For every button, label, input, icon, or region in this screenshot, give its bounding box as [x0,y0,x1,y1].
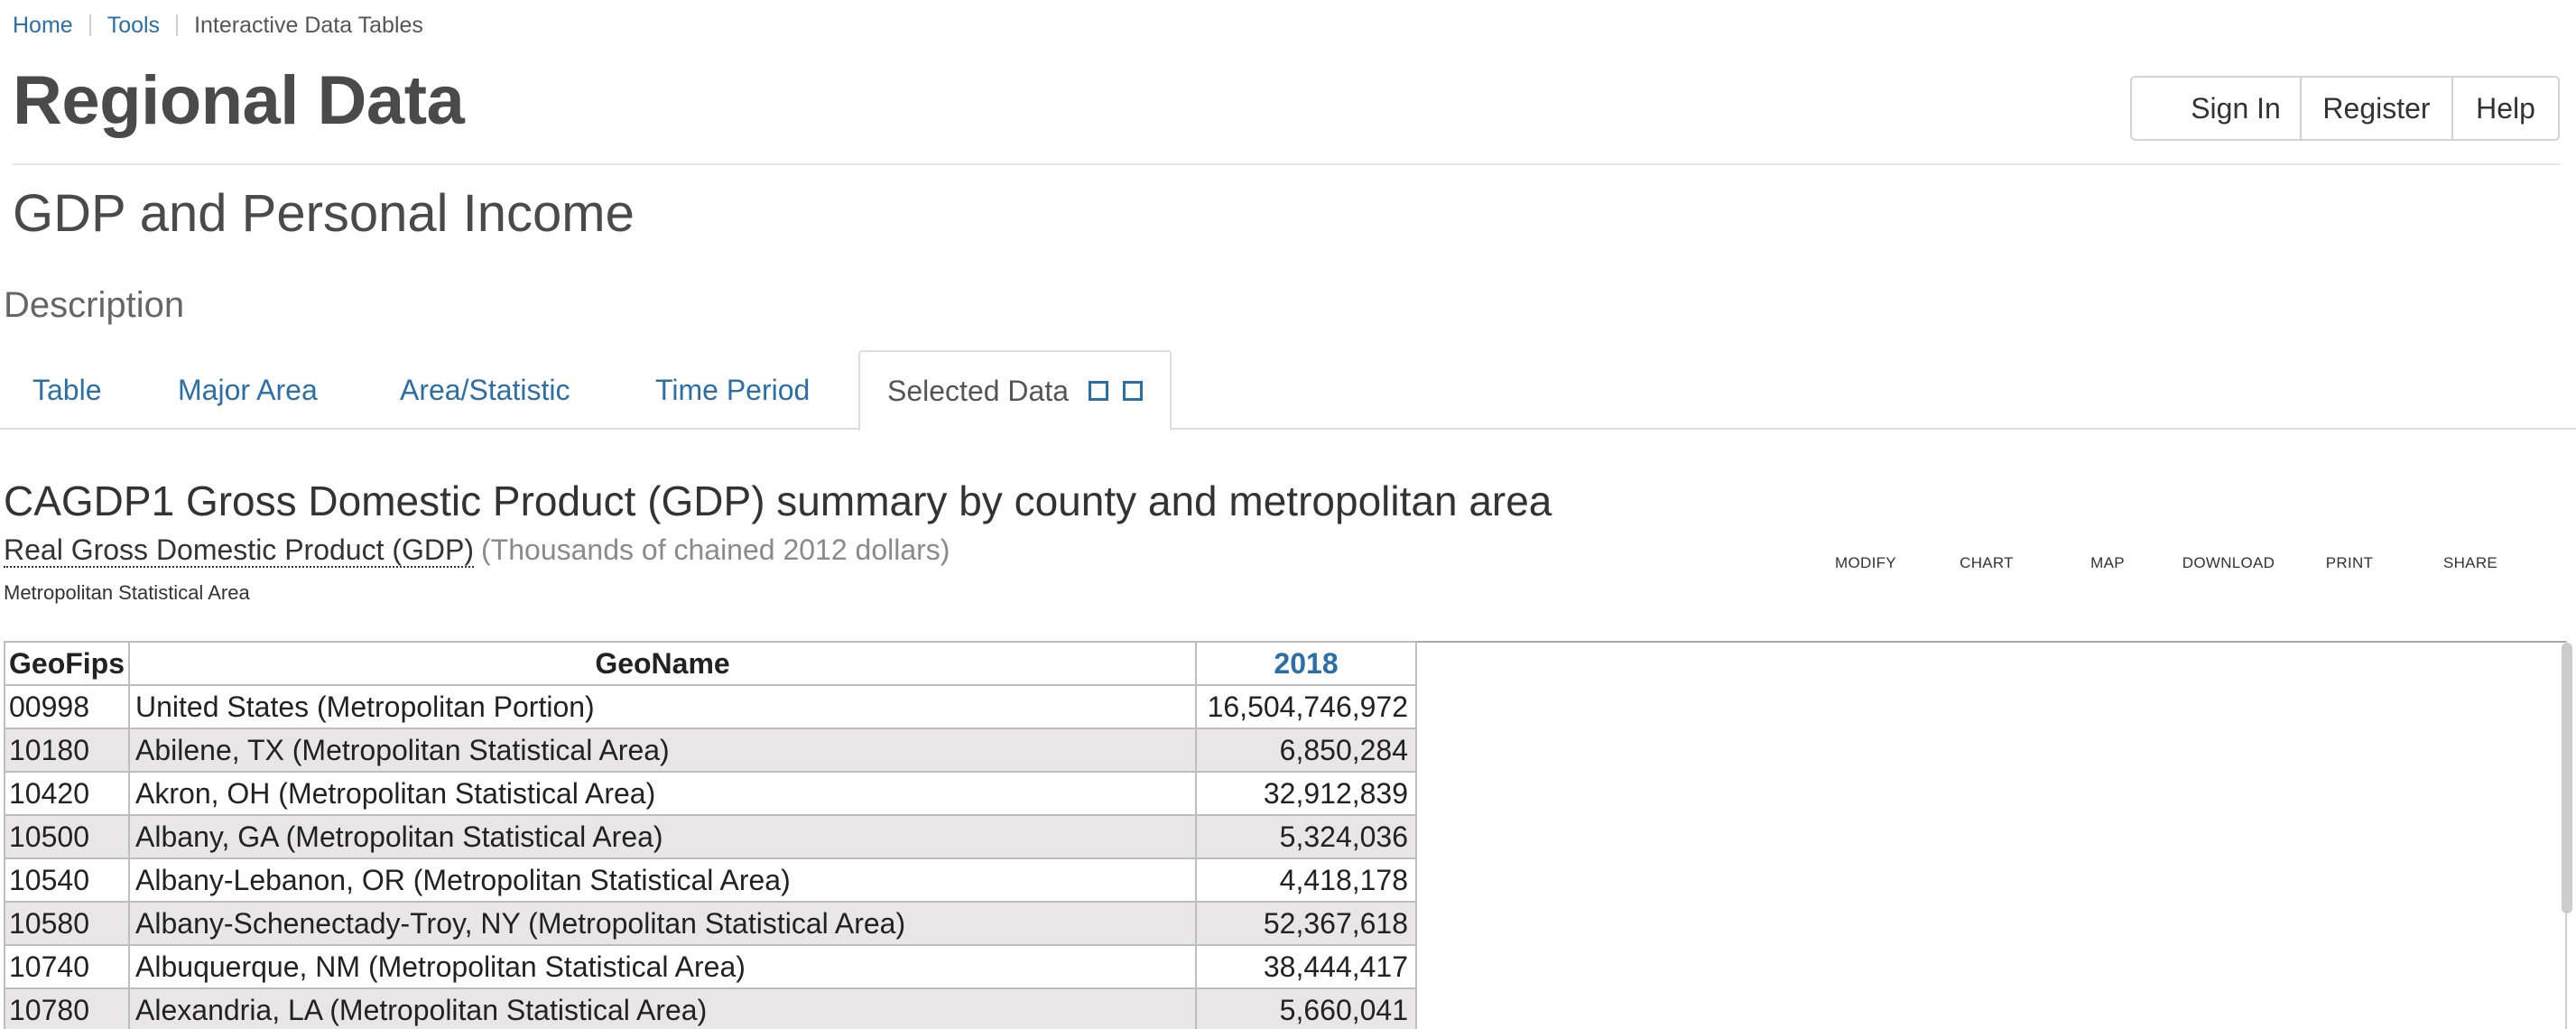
breadcrumb-tools-link[interactable]: Tools [107,12,161,38]
auth-button-group: Sign In Register Help [2130,76,2560,141]
tab-bar: Table Major Area Area/Statistic Time Per… [0,350,2576,431]
print-button[interactable]: PRINT [2325,554,2374,571]
cell-value: 5,324,036 [1195,814,1418,859]
tab-label: Table [32,373,102,406]
tab-selected-data[interactable]: Selected Data [858,350,1172,431]
breadcrumb-separator [176,14,179,36]
table-row: 10180 Abilene, TX (Metropolitan Statisti… [3,728,1418,773]
help-button[interactable]: Help [2476,91,2535,125]
page-title: Regional Data [13,62,465,139]
tab-label: Selected Data [887,374,1070,407]
cell-value: 38,444,417 [1195,944,1418,989]
table-row: 10580 Albany-Schenectady-Troy, NY (Metro… [3,901,1418,946]
cell-geoname: Albany-Lebanon, OR (Metropolitan Statist… [128,858,1198,903]
cell-geoname: Albany, GA (Metropolitan Statistical Are… [128,814,1198,859]
cell-value: 16,504,746,972 [1195,684,1418,729]
cell-geoname: Akron, OH (Metropolitan Statistical Area… [128,771,1198,816]
cell-geofips: 10500 [3,814,131,859]
measure-link[interactable]: Real Gross Domestic Product (GDP) [4,533,475,568]
sign-in-button[interactable]: Sign In [2132,78,2302,139]
cell-geoname: Alexandria, LA (Metropolitan Statistical… [128,987,1198,1029]
table-row: 10780 Alexandria, LA (Metropolitan Stati… [3,987,1418,1029]
scrollbar-thumb[interactable] [2562,643,2572,913]
tab-major-area[interactable]: Major Area [178,350,318,430]
report-statistic: Real Gross Domestic Product (GDP) (Thousa… [4,533,950,568]
breadcrumb-current: Interactive Data Tables [194,12,423,38]
breadcrumb-separator [88,14,91,36]
table-row: 10740 Albuquerque, NM (Metropolitan Stat… [3,944,1418,989]
share-button[interactable]: SHARE [2442,554,2498,571]
table-row: 10420 Akron, OH (Metropolitan Statistica… [3,771,1418,816]
cell-value: 4,418,178 [1195,858,1418,903]
table-header-row: GeoFips GeoName 2018 [3,641,1418,686]
column-header-geoname[interactable]: GeoName [128,641,1198,686]
column-header-geofips[interactable]: GeoFips [3,641,131,686]
report-title: CAGDP1 Gross Domestic Product (GDP) summ… [4,477,1552,524]
cell-geofips: 10740 [3,944,131,989]
breadcrumb-home-link[interactable]: Home [13,12,73,38]
chart-button[interactable]: CHART [1960,554,2014,571]
header-divider [13,163,2560,165]
square-icon[interactable] [1089,381,1109,401]
description-link[interactable]: Description [4,285,185,325]
cell-geofips: 00998 [3,684,131,729]
map-button[interactable]: MAP [2090,554,2125,571]
cell-value: 32,912,839 [1195,771,1418,816]
page-subtitle: GDP and Personal Income [13,184,635,243]
cell-geoname: United States (Metropolitan Portion) [128,684,1198,729]
tab-area-statistic[interactable]: Area/Statistic [400,350,570,430]
tab-label: Major Area [178,373,318,406]
units-label: (Thousands of chained 2012 dollars) [481,533,950,566]
tab-label: Time Period [655,373,811,406]
square-icon[interactable] [1123,381,1144,401]
tab-table[interactable]: Table [32,350,102,430]
cell-geoname: Albuquerque, NM (Metropolitan Statistica… [128,944,1198,989]
tab-time-period[interactable]: Time Period [655,350,810,430]
breadcrumb: Home Tools Interactive Data Tables [13,9,423,42]
cell-value: 6,850,284 [1195,728,1418,773]
area-type-label: Metropolitan Statistical Area [4,581,250,604]
cell-geofips: 10180 [3,728,131,773]
table-row: 10540 Albany-Lebanon, OR (Metropolitan S… [3,858,1418,903]
download-button[interactable]: DOWNLOAD [2182,554,2275,571]
cell-geofips: 10540 [3,858,131,903]
cell-geofips: 10580 [3,901,131,946]
tab-label: Area/Statistic [400,373,570,406]
cell-geofips: 10420 [3,771,131,816]
cell-geofips: 10780 [3,987,131,1029]
table-row: 00998 United States (Metropolitan Portio… [3,684,1418,729]
cell-value: 52,367,618 [1195,901,1418,946]
cell-geoname: Abilene, TX (Metropolitan Statistical Ar… [128,728,1198,773]
register-button[interactable]: Register [2302,78,2453,139]
modify-button[interactable]: MODIFY [1835,554,1896,571]
column-header-year[interactable]: 2018 [1195,641,1418,686]
table-row: 10500 Albany, GA (Metropolitan Statistic… [3,814,1418,859]
cell-geoname: Albany-Schenectady-Troy, NY (Metropolita… [128,901,1198,946]
cell-value: 5,660,041 [1195,987,1418,1029]
data-table: GeoFips GeoName 2018 00998 United States… [3,641,1418,1029]
